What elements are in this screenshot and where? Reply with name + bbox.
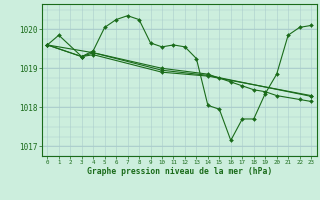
- X-axis label: Graphe pression niveau de la mer (hPa): Graphe pression niveau de la mer (hPa): [87, 167, 272, 176]
